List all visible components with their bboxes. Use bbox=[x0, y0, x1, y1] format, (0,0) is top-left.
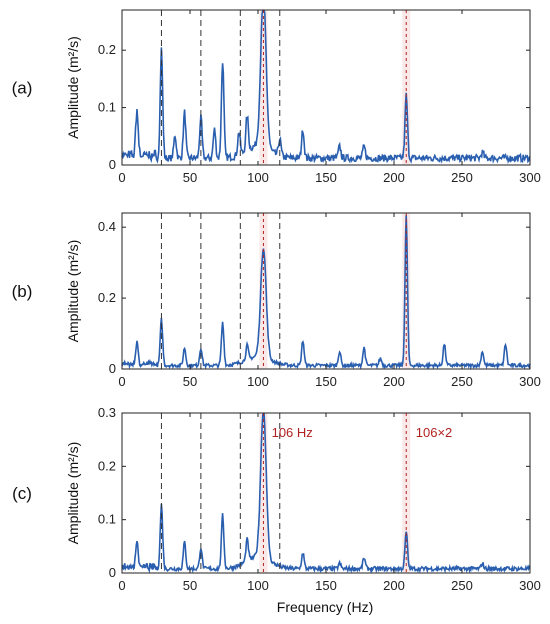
series-line bbox=[121, 215, 531, 371]
y-axis-label: Amplitude (m²/s) bbox=[65, 36, 81, 139]
x-tick-label: 250 bbox=[451, 578, 473, 593]
series-line bbox=[121, 413, 531, 574]
x-tick-label: 100 bbox=[247, 578, 269, 593]
panel-label: (a) bbox=[12, 79, 33, 98]
y-tick-label: 0 bbox=[109, 361, 116, 376]
x-tick-label: 250 bbox=[451, 170, 473, 185]
y-tick-label: 0.4 bbox=[98, 219, 116, 234]
x-tick-label: 150 bbox=[315, 170, 337, 185]
x-tick-label: 100 bbox=[247, 374, 269, 389]
x-tick-label: 200 bbox=[383, 374, 405, 389]
annotation-label: 106 Hz bbox=[272, 425, 313, 440]
panel-b: 0 50 100 150 200 250 300 0 0.2 0.4 Amplitude (m²/s… bbox=[12, 212, 541, 389]
y-tick-label: 0.1 bbox=[98, 512, 116, 527]
panel-label: (c) bbox=[12, 484, 32, 503]
y-tick-label: 0.2 bbox=[98, 290, 116, 305]
y-tick-label: 0.2 bbox=[98, 458, 116, 473]
y-axis-label: Amplitude (m²/s) bbox=[65, 240, 81, 343]
x-tick-label: 150 bbox=[315, 578, 337, 593]
x-tick-label: 0 bbox=[118, 578, 125, 593]
y-tick-label: 0.1 bbox=[98, 100, 116, 115]
x-tick-label: 50 bbox=[183, 578, 197, 593]
x-tick-label: 100 bbox=[247, 170, 269, 185]
panel-a: 0 50 100 150 200 250 300 0 0.1 0.2 Amplitude (m²/s… bbox=[12, 9, 541, 185]
x-tick-label: 50 bbox=[183, 374, 197, 389]
x-tick-label: 0 bbox=[118, 170, 125, 185]
y-tick-label: 0.2 bbox=[98, 42, 116, 57]
y-tick-label: 0 bbox=[109, 157, 116, 172]
x-tick-label: 150 bbox=[315, 374, 337, 389]
axes-frame bbox=[121, 212, 531, 370]
annotation-label: 106×2 bbox=[416, 425, 453, 440]
series-line bbox=[121, 10, 531, 165]
x-tick-label: 200 bbox=[383, 578, 405, 593]
x-tick-label: 300 bbox=[519, 374, 541, 389]
x-axis-label: Frequency (Hz) bbox=[277, 599, 373, 615]
y-tick-label: 0 bbox=[109, 565, 116, 580]
panel-c: 0 50 100 150 200 250 300 0 0.1 0.2 0.3 Amplitude (m… bbox=[12, 405, 541, 593]
x-tick-label: 50 bbox=[183, 170, 197, 185]
x-tick-label: 300 bbox=[519, 578, 541, 593]
highlight-band bbox=[259, 10, 268, 165]
y-axis-label: Amplitude (m²/s) bbox=[65, 442, 81, 545]
x-tick-label: 250 bbox=[451, 374, 473, 389]
x-tick-label: 300 bbox=[519, 170, 541, 185]
x-tick-label: 0 bbox=[118, 374, 125, 389]
panel-label: (b) bbox=[12, 282, 33, 301]
x-tick-label: 200 bbox=[383, 170, 405, 185]
highlight-band bbox=[402, 10, 411, 165]
y-tick-label: 0.3 bbox=[98, 405, 116, 420]
